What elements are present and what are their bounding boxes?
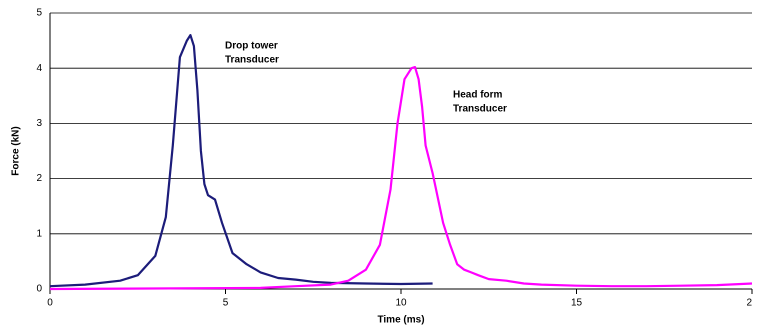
y-axis-label: Force (kN): [11, 126, 22, 175]
x-tick-label: 5: [223, 298, 229, 309]
x-tick-label: 10: [395, 298, 407, 309]
y-tick-label: 2: [36, 173, 42, 184]
x-tick-label: 0: [47, 298, 53, 309]
y-tick-label: 1: [36, 228, 42, 239]
y-tick-label: 4: [36, 63, 42, 74]
x-tick-label: 2: [746, 298, 752, 309]
series-line: [49, 66, 753, 291]
x-axis-label: Time (ms): [377, 315, 424, 326]
y-tick-label: 3: [36, 118, 42, 129]
annotation: Drop tower: [225, 41, 278, 52]
y-tick-label: 5: [36, 8, 42, 19]
annotation: Transducer: [225, 55, 279, 66]
annotation: Transducer: [453, 104, 507, 115]
y-tick-label: 0: [36, 284, 42, 295]
series-line: [49, 34, 433, 288]
annotation: Head form: [453, 90, 503, 101]
x-tick-label: 15: [571, 298, 583, 309]
